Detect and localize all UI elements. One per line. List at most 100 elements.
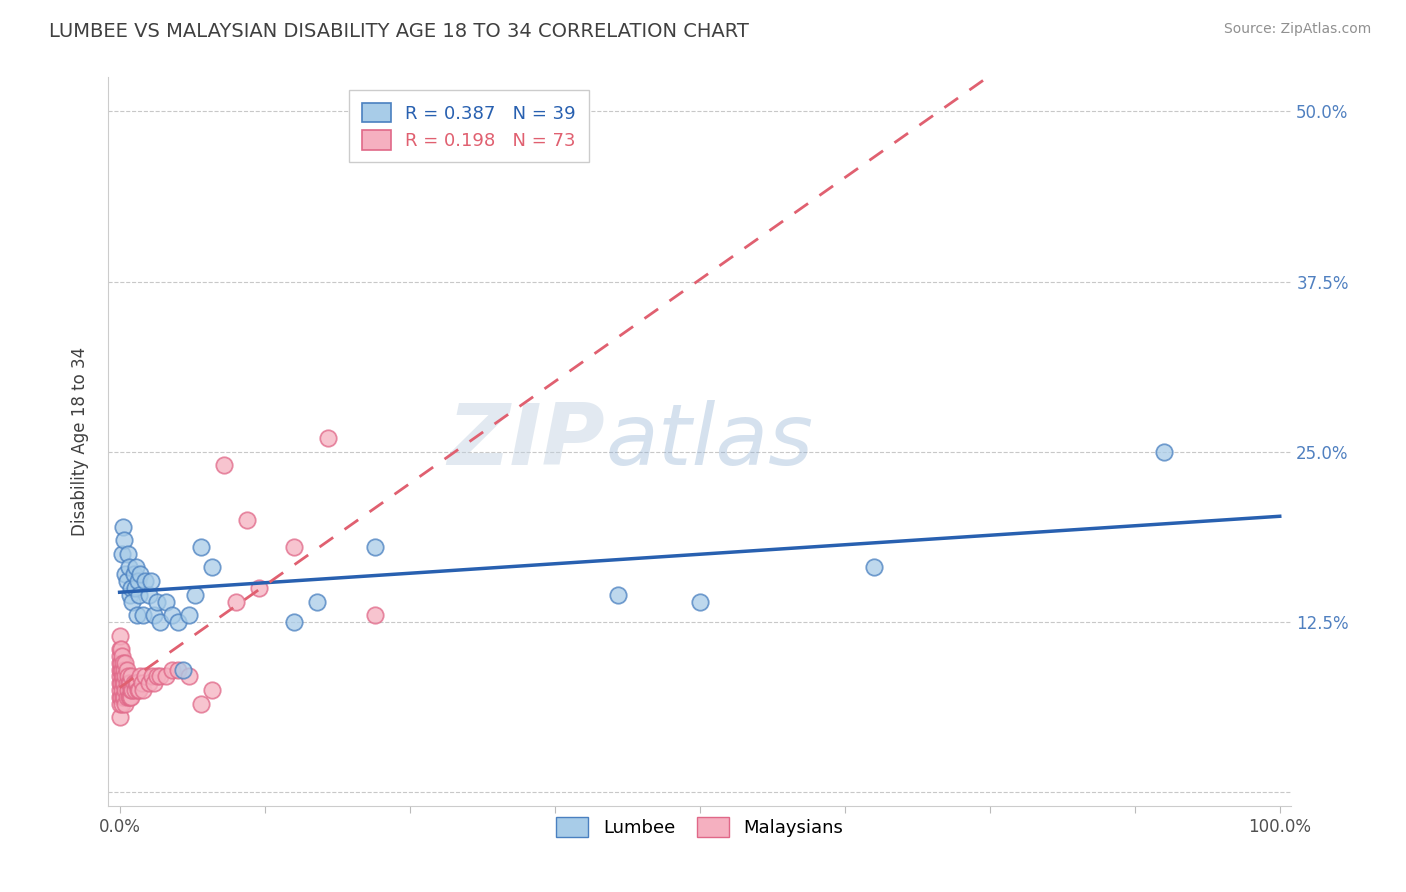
- Point: [117, 683, 139, 698]
- Point: [166, 663, 188, 677]
- Point: [283, 540, 305, 554]
- Point: [143, 676, 166, 690]
- Point: [125, 608, 148, 623]
- Point: [138, 588, 160, 602]
- Point: [118, 690, 141, 704]
- Point: [143, 608, 166, 623]
- Point: [115, 676, 138, 690]
- Point: [108, 648, 131, 663]
- Point: [122, 567, 145, 582]
- Point: [112, 656, 135, 670]
- Point: [114, 656, 136, 670]
- Point: [120, 683, 142, 698]
- Point: [179, 608, 201, 623]
- Y-axis label: Disability Age 18 to 34: Disability Age 18 to 34: [72, 347, 89, 536]
- Point: [129, 669, 152, 683]
- Point: [111, 547, 134, 561]
- Point: [125, 560, 148, 574]
- Point: [129, 567, 152, 582]
- Point: [236, 513, 259, 527]
- Point: [141, 669, 163, 683]
- Point: [283, 615, 305, 629]
- Point: [131, 676, 153, 690]
- Point: [114, 683, 136, 698]
- Point: [166, 615, 188, 629]
- Point: [155, 594, 177, 608]
- Point: [160, 608, 183, 623]
- Point: [179, 669, 201, 683]
- Point: [108, 663, 131, 677]
- Point: [184, 588, 207, 602]
- Point: [118, 676, 141, 690]
- Point: [108, 683, 131, 698]
- Point: [862, 560, 884, 574]
- Point: [111, 663, 134, 677]
- Point: [132, 683, 155, 698]
- Point: [145, 669, 167, 683]
- Point: [110, 656, 132, 670]
- Point: [172, 663, 194, 677]
- Point: [121, 683, 143, 698]
- Point: [118, 588, 141, 602]
- Point: [108, 710, 131, 724]
- Point: [190, 540, 212, 554]
- Point: [132, 608, 155, 623]
- Point: [139, 574, 162, 588]
- Point: [607, 588, 630, 602]
- Point: [110, 676, 132, 690]
- Point: [118, 676, 141, 690]
- Legend: Lumbee, Malaysians: Lumbee, Malaysians: [548, 810, 851, 844]
- Point: [124, 683, 146, 698]
- Point: [318, 431, 340, 445]
- Point: [201, 683, 224, 698]
- Point: [108, 628, 131, 642]
- Point: [112, 533, 135, 548]
- Point: [128, 588, 150, 602]
- Point: [127, 683, 149, 698]
- Point: [108, 642, 131, 657]
- Point: [108, 690, 131, 704]
- Point: [1153, 444, 1175, 458]
- Point: [121, 594, 143, 608]
- Point: [118, 560, 141, 574]
- Point: [117, 669, 139, 683]
- Point: [149, 615, 172, 629]
- Point: [120, 690, 142, 704]
- Point: [110, 642, 132, 657]
- Text: ZIP: ZIP: [447, 401, 605, 483]
- Point: [364, 540, 387, 554]
- Point: [114, 669, 136, 683]
- Point: [128, 683, 150, 698]
- Text: LUMBEE VS MALAYSIAN DISABILITY AGE 18 TO 34 CORRELATION CHART: LUMBEE VS MALAYSIAN DISABILITY AGE 18 TO…: [49, 22, 749, 41]
- Point: [112, 690, 135, 704]
- Point: [190, 697, 212, 711]
- Point: [305, 594, 328, 608]
- Point: [145, 594, 167, 608]
- Point: [122, 676, 145, 690]
- Point: [689, 594, 711, 608]
- Point: [134, 669, 156, 683]
- Point: [112, 690, 135, 704]
- Point: [108, 656, 131, 670]
- Point: [112, 669, 135, 683]
- Point: [115, 574, 138, 588]
- Point: [112, 676, 135, 690]
- Point: [364, 608, 387, 623]
- Point: [110, 663, 132, 677]
- Point: [115, 663, 138, 677]
- Point: [125, 676, 148, 690]
- Point: [120, 581, 142, 595]
- Point: [108, 697, 131, 711]
- Point: [111, 669, 134, 683]
- Point: [247, 581, 270, 595]
- Point: [112, 519, 135, 533]
- Point: [201, 560, 224, 574]
- Point: [124, 581, 146, 595]
- Point: [118, 690, 141, 704]
- Point: [155, 669, 177, 683]
- Point: [112, 663, 135, 677]
- Point: [108, 676, 131, 690]
- Text: Source: ZipAtlas.com: Source: ZipAtlas.com: [1223, 22, 1371, 37]
- Point: [160, 663, 183, 677]
- Point: [112, 676, 135, 690]
